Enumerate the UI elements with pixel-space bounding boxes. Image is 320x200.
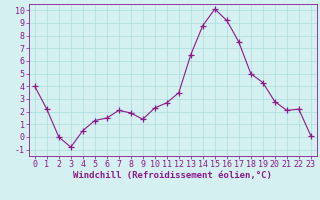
X-axis label: Windchill (Refroidissement éolien,°C): Windchill (Refroidissement éolien,°C) — [73, 171, 272, 180]
